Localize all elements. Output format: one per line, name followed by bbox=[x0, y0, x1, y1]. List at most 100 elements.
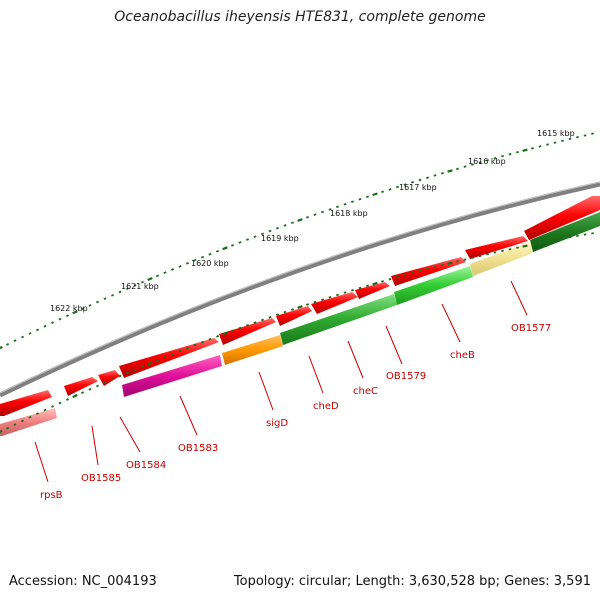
minor-tick bbox=[43, 324, 47, 328]
minor-tick bbox=[88, 387, 92, 391]
minor-tick bbox=[403, 273, 407, 277]
gene-label-OB1585: OB1585 bbox=[81, 473, 121, 484]
minor-tick bbox=[478, 161, 482, 164]
gene-label-OB1579: OB1579 bbox=[386, 371, 426, 382]
minor-tick bbox=[561, 237, 564, 240]
accession-text: Accession: NC_004193 bbox=[9, 574, 157, 589]
minor-tick bbox=[51, 405, 54, 408]
major-tick bbox=[0, 345, 3, 350]
kbp-label: 1620 kbp bbox=[191, 259, 229, 268]
minor-tick bbox=[261, 318, 264, 322]
gene-bar-OB1583[interactable] bbox=[122, 355, 222, 397]
minor-tick bbox=[411, 181, 414, 184]
major-tick bbox=[72, 393, 78, 399]
gene-label-OB1584: OB1584 bbox=[126, 460, 166, 471]
minor-tick bbox=[230, 244, 235, 247]
minor-tick bbox=[388, 278, 392, 281]
minor-tick bbox=[456, 260, 459, 263]
minor-tick bbox=[58, 401, 62, 405]
minor-tick bbox=[66, 398, 69, 401]
minor-tick bbox=[208, 252, 212, 256]
minor-tick bbox=[546, 240, 549, 243]
minor-tick bbox=[463, 165, 467, 168]
minor-tick bbox=[433, 265, 437, 269]
gene-arrow[interactable] bbox=[64, 377, 98, 396]
gene-bar-cheD-cheC[interactable] bbox=[280, 294, 397, 345]
major-tick bbox=[372, 281, 378, 286]
gene-bar-rpsB[interactable] bbox=[0, 408, 57, 436]
minor-tick bbox=[531, 147, 534, 150]
gene-label-OB1583: OB1583 bbox=[178, 443, 218, 454]
minor-tick bbox=[306, 303, 309, 306]
minor-tick bbox=[51, 321, 54, 325]
gene-label-cheC: cheC bbox=[353, 386, 378, 397]
minor-tick bbox=[546, 143, 549, 146]
kbp-label: 1618 kbp bbox=[330, 209, 368, 218]
minor-tick bbox=[531, 243, 534, 246]
gene-bar-OB1577[interactable] bbox=[470, 242, 533, 276]
genome-backbone-highlight bbox=[0, 181, 600, 394]
major-tick bbox=[522, 148, 528, 152]
gene-arrow[interactable] bbox=[0, 390, 52, 416]
minor-tick bbox=[215, 249, 220, 253]
minor-tick bbox=[283, 224, 287, 227]
minor-tick bbox=[591, 132, 594, 135]
gene-arrow[interactable] bbox=[465, 236, 528, 259]
minor-tick bbox=[396, 185, 399, 189]
major-tick bbox=[72, 310, 78, 315]
minor-tick bbox=[426, 176, 429, 179]
minor-tick bbox=[111, 293, 114, 297]
gene-label-cheD: cheD bbox=[313, 401, 339, 412]
minor-tick bbox=[283, 310, 287, 314]
gene-leader-lines bbox=[34, 280, 528, 483]
minor-tick bbox=[508, 153, 512, 156]
minor-tick bbox=[193, 343, 197, 347]
major-tick bbox=[147, 276, 153, 282]
minor-tick bbox=[396, 275, 399, 279]
gene-arrow[interactable] bbox=[276, 306, 312, 326]
major-tick bbox=[372, 192, 378, 197]
minor-tick bbox=[35, 328, 40, 332]
gene-bar-sigD[interactable] bbox=[222, 335, 283, 365]
gene-arrow[interactable] bbox=[355, 282, 390, 299]
minor-tick bbox=[538, 145, 542, 148]
minor-tick bbox=[35, 412, 40, 416]
map-title: Oceanobacillus iheyensis HTE831, complet… bbox=[114, 9, 486, 25]
forward-strand-genes bbox=[0, 196, 600, 416]
minor-tick bbox=[418, 269, 422, 273]
minor-tick bbox=[553, 238, 557, 242]
minor-tick bbox=[238, 241, 242, 244]
major-tick bbox=[0, 429, 3, 434]
gene-arrow[interactable] bbox=[119, 338, 219, 378]
minor-tick bbox=[576, 136, 579, 139]
gene-arrow[interactable] bbox=[98, 370, 120, 386]
minor-tick bbox=[478, 254, 482, 258]
minor-tick bbox=[260, 232, 265, 236]
kbp-label: 1621 kbp bbox=[121, 282, 159, 291]
minor-tick bbox=[418, 178, 422, 182]
minor-tick bbox=[328, 208, 332, 211]
gene-arrow[interactable] bbox=[391, 257, 466, 286]
minor-tick bbox=[20, 335, 25, 339]
gene-arrow[interactable] bbox=[524, 196, 600, 240]
minor-tick bbox=[43, 408, 47, 412]
minor-tick bbox=[388, 188, 392, 191]
gene-bar-OB1579-cheB[interactable] bbox=[394, 266, 473, 305]
minor-tick bbox=[20, 419, 25, 423]
minor-tick bbox=[568, 137, 572, 141]
minor-tick bbox=[403, 183, 407, 186]
minor-tick bbox=[486, 159, 489, 162]
minor-tick bbox=[66, 314, 69, 318]
minor-tick bbox=[111, 377, 114, 381]
minor-tick bbox=[486, 253, 489, 256]
minor-tick bbox=[140, 365, 145, 368]
minor-tick bbox=[253, 321, 257, 324]
minor-tick bbox=[118, 290, 122, 294]
topology-text: Topology: circular; Length: 3,630,528 bp… bbox=[233, 574, 591, 589]
minor-tick bbox=[5, 342, 10, 346]
minor-tick bbox=[358, 197, 362, 201]
gene-arrow[interactable] bbox=[311, 292, 358, 314]
gene-labels: OB1577 cheB OB1579 cheC cheD sigD OB1583… bbox=[40, 323, 551, 501]
minor-tick bbox=[441, 172, 444, 175]
gene-arrow[interactable] bbox=[219, 318, 276, 345]
